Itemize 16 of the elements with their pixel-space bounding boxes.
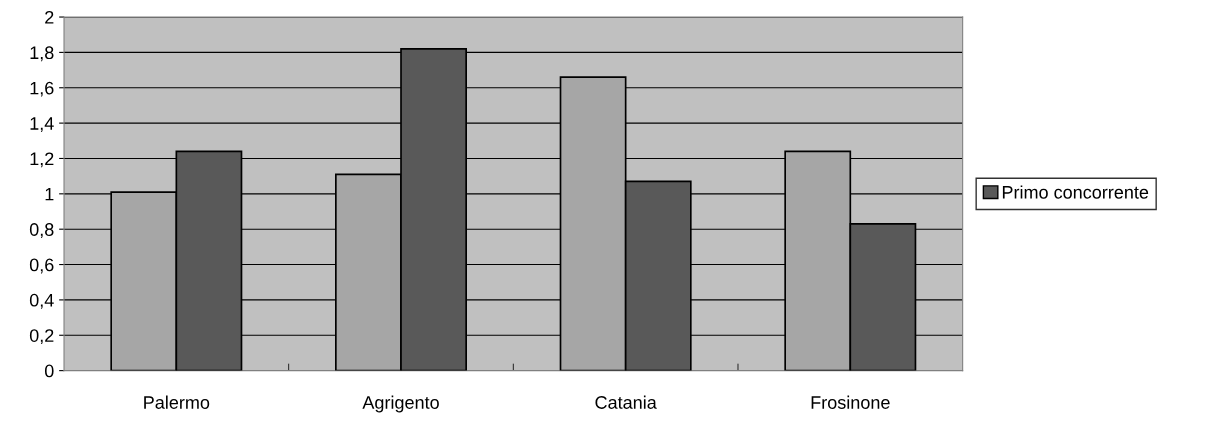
y-tick-label: 1,4 [30,117,54,132]
y-tick-label: 0,8 [29,223,54,239]
x-tick-label: Palermo [144,395,210,409]
y-tick-label: 0,6 [29,258,54,274]
y-tick-label: 0,4 [29,293,54,309]
legend-label: Primo concorrente [1002,185,1149,199]
y-tick-label: 1,2 [30,152,54,168]
x-tick-label: Catania [595,395,657,409]
y-tick-label: 1 [45,187,54,201]
x-tick-label: Agrigento [362,395,439,413]
y-tick-label: 0 [44,364,54,378]
y-tick-label: 0,2 [29,329,54,345]
y-tick-label: 2 [45,10,54,24]
y-tick-label: 1,6 [30,81,54,97]
x-tick-label: Frosinone [811,395,890,409]
y-tick-label: 1,8 [30,46,54,62]
